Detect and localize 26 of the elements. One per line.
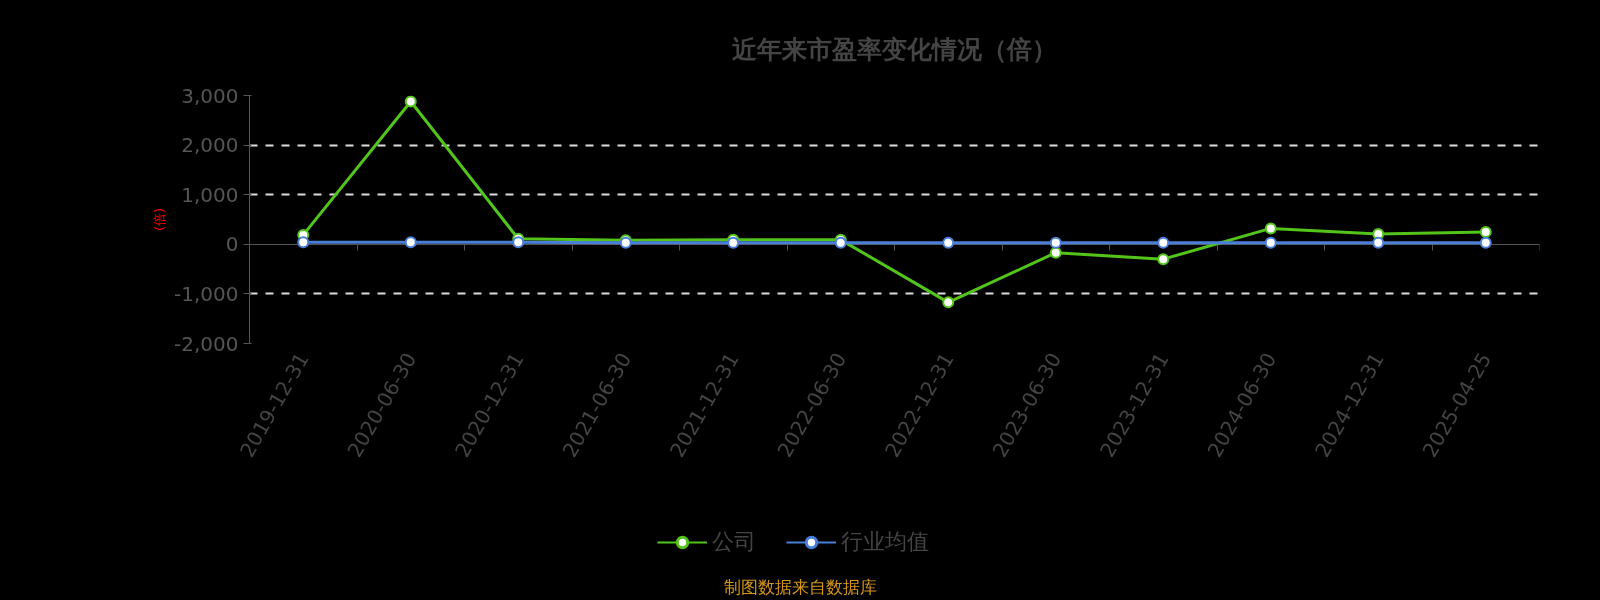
text: 制图数据来自数据库 [724, 576, 877, 597]
point [404, 236, 417, 249]
point [1479, 236, 1492, 249]
point [1479, 225, 1492, 238]
point [1049, 246, 1062, 259]
chart-title: 近年来市盈率变化情况（倍） [732, 34, 1057, 64]
y-tick-label: 0 [225, 232, 239, 257]
y-tick-label: 3,000 [181, 83, 239, 108]
legend-label: 公司 [712, 528, 756, 556]
point [297, 236, 310, 249]
point [1157, 236, 1170, 249]
point [1049, 236, 1062, 249]
point [1157, 253, 1170, 266]
point [1264, 222, 1277, 235]
y-axis-title: (倍) [152, 207, 168, 232]
y-tick-label: -1,000 [174, 281, 239, 306]
legend-label: 行业均值 [841, 528, 929, 556]
point [512, 236, 525, 249]
point [942, 236, 955, 249]
y-tick-label: -2,000 [174, 331, 239, 356]
point [1264, 236, 1277, 249]
y-tick-label: 1,000 [181, 182, 239, 207]
point [1372, 236, 1385, 249]
point [404, 95, 417, 108]
point [942, 296, 955, 309]
y-tick-label: 2,000 [181, 133, 239, 158]
